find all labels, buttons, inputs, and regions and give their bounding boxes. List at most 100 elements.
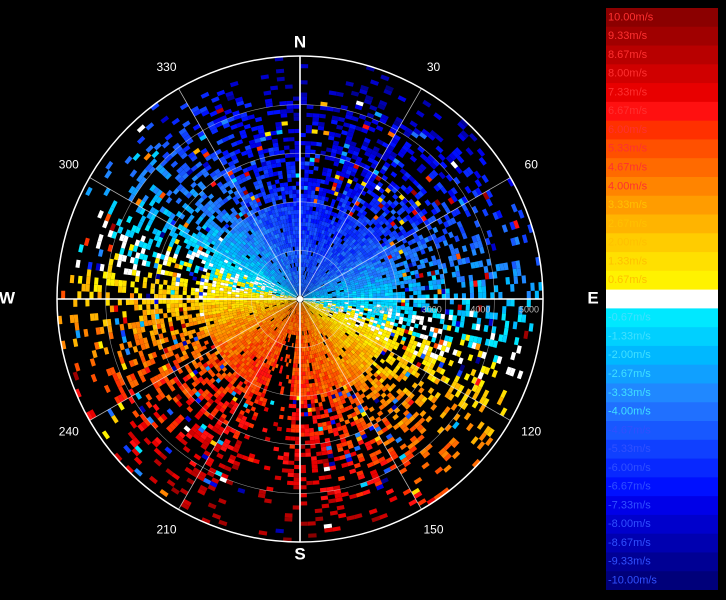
velocity-cell bbox=[255, 295, 260, 298]
velocity-cell bbox=[105, 299, 110, 306]
velocity-cell bbox=[314, 270, 318, 275]
velocity-cell bbox=[295, 335, 298, 340]
velocity-cell bbox=[390, 151, 398, 158]
velocity-cell bbox=[313, 198, 318, 204]
velocity-cell bbox=[378, 187, 385, 194]
velocity-cell bbox=[419, 163, 427, 171]
velocity-cell bbox=[416, 282, 421, 287]
velocity-cell bbox=[399, 147, 408, 155]
velocity-cell bbox=[337, 259, 343, 264]
velocity-cell bbox=[289, 391, 294, 396]
velocity-cell bbox=[392, 305, 397, 310]
velocity-cell bbox=[328, 280, 333, 284]
velocity-cell bbox=[316, 284, 321, 288]
velocity-cell bbox=[337, 116, 346, 123]
velocity-cell bbox=[315, 232, 319, 237]
velocity-cell bbox=[333, 178, 339, 184]
velocity-cell bbox=[359, 213, 365, 220]
velocity-cell bbox=[326, 189, 332, 194]
velocity-cell bbox=[383, 231, 389, 238]
velocity-cell bbox=[296, 347, 299, 352]
velocity-cell bbox=[312, 223, 316, 228]
velocity-cell bbox=[321, 278, 326, 282]
velocity-cell bbox=[333, 456, 341, 462]
velocity-cell bbox=[305, 246, 308, 251]
velocity-cell bbox=[360, 294, 365, 297]
velocity-cell bbox=[355, 262, 360, 267]
velocity-cell bbox=[408, 218, 415, 225]
velocity-cell bbox=[404, 171, 412, 179]
velocity-cell bbox=[330, 190, 335, 195]
velocity-cell bbox=[329, 257, 334, 262]
velocity-cell bbox=[357, 251, 363, 257]
velocity-cell bbox=[337, 253, 343, 259]
velocity-cell bbox=[365, 94, 374, 102]
velocity-cell bbox=[310, 289, 314, 293]
velocity-cell bbox=[311, 264, 314, 269]
velocity-cell bbox=[332, 254, 337, 259]
velocity-cell bbox=[330, 253, 335, 258]
velocity-cell bbox=[478, 156, 487, 166]
velocity-cell bbox=[370, 191, 377, 198]
velocity-cell bbox=[457, 304, 462, 311]
velocity-cell bbox=[376, 138, 384, 146]
velocity-cell bbox=[311, 464, 318, 469]
velocity-cell bbox=[506, 299, 511, 307]
velocity-cell bbox=[326, 236, 331, 241]
velocity-cell bbox=[347, 220, 353, 226]
velocity-cell bbox=[351, 238, 357, 244]
velocity-cell bbox=[363, 201, 369, 208]
velocity-cell bbox=[372, 225, 379, 232]
velocity-cell bbox=[293, 481, 300, 486]
velocity-cell bbox=[504, 320, 510, 329]
velocity-cell bbox=[168, 321, 174, 327]
velocity-cell bbox=[447, 189, 455, 198]
velocity-cell bbox=[307, 226, 311, 231]
velocity-cell bbox=[285, 435, 291, 441]
velocity-cell bbox=[318, 402, 323, 407]
velocity-cell bbox=[285, 374, 290, 380]
velocity-cell bbox=[304, 262, 307, 268]
velocity-cell bbox=[457, 132, 467, 142]
velocity-cell bbox=[300, 64, 309, 69]
velocity-cell bbox=[376, 293, 381, 297]
velocity-cell bbox=[319, 203, 324, 209]
velocity-cell bbox=[321, 196, 326, 201]
velocity-cell bbox=[307, 267, 310, 272]
velocity-cell bbox=[368, 303, 373, 307]
velocity-cell bbox=[528, 323, 534, 332]
velocity-cell bbox=[360, 145, 368, 151]
velocity-cell bbox=[399, 443, 408, 451]
velocity-cell bbox=[328, 498, 336, 504]
velocity-cell bbox=[293, 359, 296, 364]
velocity-cell bbox=[381, 237, 388, 243]
velocity-cell bbox=[460, 275, 466, 283]
velocity-cell bbox=[428, 172, 436, 180]
velocity-cell bbox=[369, 153, 377, 160]
velocity-cell bbox=[450, 160, 459, 169]
velocity-cell bbox=[170, 303, 175, 308]
velocity-cell bbox=[309, 243, 312, 248]
velocity-cell bbox=[349, 221, 355, 227]
velocity-cell bbox=[306, 291, 310, 294]
velocity-cell bbox=[321, 261, 325, 266]
velocity-cell bbox=[450, 209, 458, 218]
velocity-cell bbox=[319, 255, 323, 260]
velocity-cell bbox=[182, 306, 188, 312]
velocity-cell bbox=[338, 512, 347, 519]
velocity-cell bbox=[85, 299, 90, 307]
velocity-cell bbox=[306, 276, 310, 281]
velocity-cell bbox=[308, 533, 317, 538]
velocity-cell bbox=[352, 233, 357, 239]
velocity-cell bbox=[392, 224, 399, 230]
velocity-cell bbox=[490, 292, 495, 299]
velocity-cell bbox=[454, 207, 461, 216]
velocity-cell bbox=[496, 396, 504, 406]
velocity-cell bbox=[355, 100, 364, 107]
velocity-cell bbox=[420, 215, 428, 222]
velocity-cell bbox=[330, 277, 336, 281]
velocity-cell bbox=[356, 301, 361, 304]
velocity-cell bbox=[195, 306, 200, 310]
velocity-cell bbox=[342, 199, 348, 205]
velocity-cell bbox=[294, 452, 300, 457]
